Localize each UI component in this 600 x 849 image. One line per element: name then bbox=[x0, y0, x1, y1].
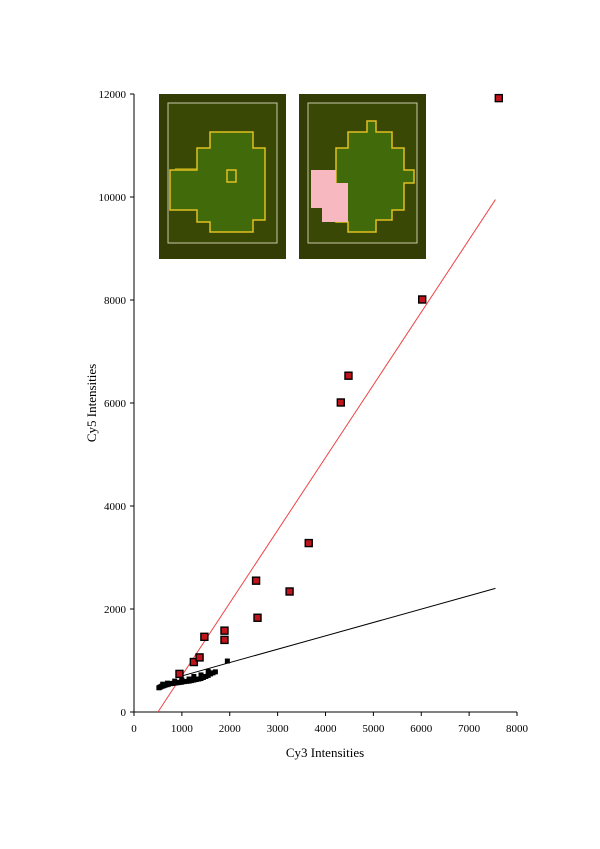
data-point bbox=[165, 680, 171, 686]
y-axis-title: Cy5 Intensities bbox=[84, 364, 99, 442]
outlier-point bbox=[251, 576, 261, 585]
data-point bbox=[205, 668, 211, 674]
black-fit-line bbox=[181, 587, 496, 677]
red-points bbox=[175, 93, 504, 679]
data-point bbox=[212, 669, 218, 675]
outlier-point bbox=[418, 295, 427, 304]
x-tick-label: 8000 bbox=[506, 723, 529, 735]
x-ticks: 0 1000 2000 3000 4000 5000 6000 7000 8000 bbox=[131, 712, 529, 735]
x-tick-label: 5000 bbox=[362, 723, 385, 735]
outlier-point bbox=[253, 613, 262, 622]
outlier-point bbox=[336, 398, 346, 407]
data-point bbox=[186, 676, 192, 682]
data-point bbox=[172, 678, 178, 684]
y-tick-label: 2000 bbox=[104, 604, 127, 616]
data-point bbox=[224, 658, 230, 664]
data-point bbox=[160, 681, 166, 687]
outlier-point bbox=[200, 632, 209, 642]
data-point bbox=[198, 672, 204, 678]
y-tick-label: 10000 bbox=[99, 192, 127, 204]
x-tick-label: 4000 bbox=[315, 723, 338, 735]
outlier-point bbox=[175, 669, 184, 679]
y-tick-label: 0 bbox=[121, 707, 127, 719]
y-tick-label: 8000 bbox=[104, 295, 127, 307]
y-tick-label: 6000 bbox=[104, 398, 127, 410]
y-ticks: 0 2000 4000 6000 8000 10000 12000 bbox=[99, 89, 134, 719]
outlier-point bbox=[220, 635, 229, 645]
outlier-point bbox=[304, 538, 313, 548]
inset-spot-image bbox=[159, 94, 286, 259]
x-axis-title: Cy3 Intensities bbox=[286, 745, 364, 760]
data-point bbox=[191, 673, 197, 679]
outlier-point bbox=[494, 93, 504, 103]
y-tick-label: 12000 bbox=[99, 89, 127, 101]
outlier-point bbox=[189, 657, 199, 667]
y-tick-label: 4000 bbox=[104, 501, 127, 513]
x-tick-label: 1000 bbox=[171, 723, 194, 735]
x-tick-label: 7000 bbox=[458, 723, 481, 735]
data-point bbox=[179, 677, 185, 683]
outlier-point bbox=[344, 371, 353, 380]
outlier-point bbox=[195, 653, 204, 662]
inset-segmented-image bbox=[299, 94, 426, 259]
x-tick-label: 6000 bbox=[410, 723, 433, 735]
x-tick-label: 2000 bbox=[219, 723, 242, 735]
black-points bbox=[156, 658, 230, 691]
outlier-point bbox=[220, 626, 229, 635]
red-fit-line bbox=[157, 199, 496, 713]
x-tick-label: 0 bbox=[131, 723, 137, 735]
x-tick-label: 3000 bbox=[267, 723, 290, 735]
outlier-point bbox=[285, 587, 294, 596]
